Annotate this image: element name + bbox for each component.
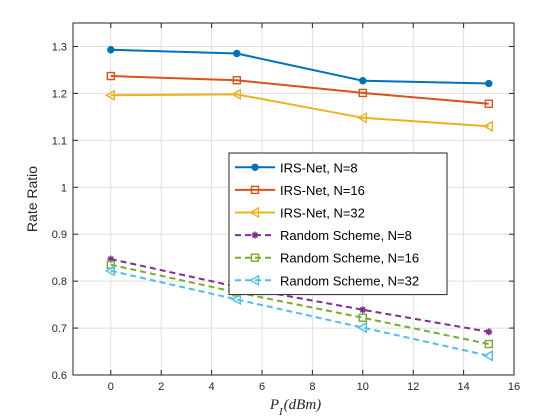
point-marker: [104, 89, 116, 101]
x-axis-label-unit: (dBm): [284, 397, 322, 413]
axes-box: [72, 22, 515, 376]
y-tick-label: 0.6: [52, 370, 67, 382]
point-marker: [106, 71, 116, 81]
x-axis-label: PI(dBm): [269, 397, 321, 418]
x-tick-label: 12: [407, 381, 419, 393]
point-marker: [230, 293, 242, 306]
y-tick-label: 0.7: [52, 323, 67, 335]
series-line: [110, 269, 490, 357]
legend-entry: IRS-Net, N=8: [235, 160, 358, 175]
point-marker: [232, 76, 242, 85]
point-marker: [251, 163, 259, 172]
x-tick-label: 16: [508, 381, 520, 393]
x-axis-label-subscript: I: [278, 406, 284, 418]
point-marker: [230, 88, 242, 101]
x-tick-label: 10: [357, 381, 369, 393]
marker-stroke: [359, 306, 366, 313]
point-marker: [484, 99, 493, 108]
legend-box: [228, 152, 448, 296]
series-line: [110, 48, 489, 85]
point-marker: [250, 185, 260, 195]
point-marker: [233, 49, 241, 58]
y-tick-label: 1.2: [52, 88, 67, 100]
point-marker: [251, 231, 259, 239]
series-1: [107, 46, 493, 88]
series-line: [110, 263, 490, 346]
point-marker: [104, 265, 116, 277]
x-tick-label: 4: [209, 381, 215, 393]
series-line: [110, 93, 489, 128]
y-tick-label: 0.8: [52, 276, 67, 288]
legend-label: IRS-Net, N=32: [280, 206, 365, 221]
point-marker: [485, 328, 493, 336]
legend-entry: IRS-Net, N=32: [235, 206, 365, 221]
point-marker: [107, 46, 115, 54]
y-tick-label: 1: [61, 182, 67, 194]
series-3: [104, 88, 493, 132]
legend-label: IRS-Net, N=16: [280, 183, 365, 198]
axes: 0 2 4 6 8 10 12 14 16 0.6 0.7 0.8 0.9 1 1.1 1.2 1.3: [52, 22, 520, 393]
x-tick-label: 6: [259, 381, 265, 393]
point-marker: [249, 274, 260, 286]
series-2: [106, 71, 493, 108]
legend: IRS-Net, N=8 IRS-Net, N=16 IRS-Net, N=32 Ra…: [228, 152, 448, 296]
legend-label: Random Scheme, N=8: [280, 228, 412, 243]
x-tick-label: 14: [457, 381, 469, 393]
point-marker: [356, 112, 367, 124]
y-tick-label: 1.1: [52, 135, 67, 147]
point-marker: [358, 313, 367, 322]
point-marker: [482, 350, 493, 362]
x-tick-label: 2: [158, 381, 164, 393]
series-line: [110, 75, 489, 105]
legend-label: Random Scheme, N=32: [280, 273, 419, 288]
y-tick-label: 1.3: [52, 41, 67, 53]
point-marker: [484, 339, 493, 349]
x-axis-label-main: P: [269, 397, 279, 413]
x-tick-label: 0: [108, 381, 114, 393]
legend-entry: Random Scheme, N=32: [235, 273, 419, 288]
legend-entry: Random Scheme, N=8: [235, 228, 412, 243]
point-marker: [359, 77, 367, 85]
legend-label: IRS-Net, N=8: [280, 160, 358, 175]
point-marker: [250, 253, 260, 262]
point-marker: [249, 206, 260, 219]
legend-entry: IRS-Net, N=16: [235, 183, 365, 198]
x-tick-label: 8: [309, 381, 315, 393]
marker-stroke: [251, 232, 259, 239]
point-marker: [358, 88, 367, 98]
y-axis-label: Rate Ratio: [24, 166, 40, 232]
point-marker: [359, 306, 367, 314]
series-line: [110, 258, 489, 333]
y-tick-label: 0.9: [52, 229, 67, 241]
series-6: [104, 265, 493, 362]
legend-entry: Random Scheme, N=16: [235, 251, 419, 266]
point-marker: [356, 321, 367, 334]
legend-label: Random Scheme, N=16: [280, 251, 419, 266]
point-marker: [485, 79, 493, 88]
point-marker: [482, 120, 493, 132]
marker-stroke: [485, 328, 492, 335]
